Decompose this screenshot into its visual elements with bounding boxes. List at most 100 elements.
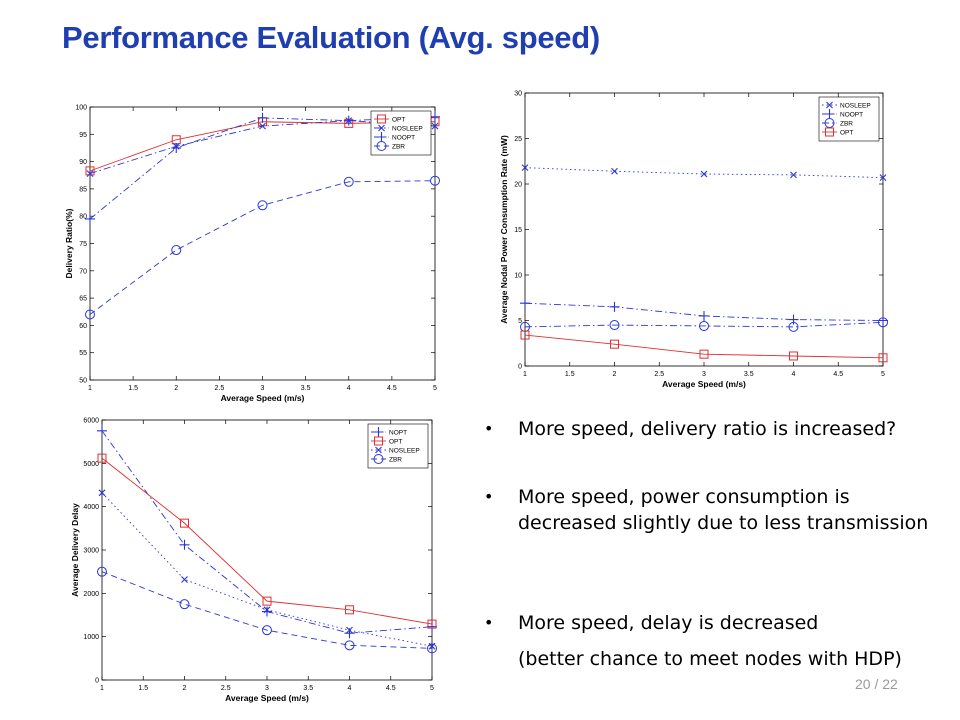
legend-marker	[373, 427, 384, 437]
legend-marker	[377, 114, 386, 124]
bullet-dot-icon: •	[484, 419, 494, 438]
data-point	[259, 122, 266, 130]
delivery-ratio-plot: 1 1.5 2 2.5 3 3.5 4 4.5 5 50 55 60 65 70 75 80 85 90 95 100…	[64, 105, 440, 403]
x-tick-label: 5	[881, 371, 885, 378]
data-point	[431, 122, 439, 130]
x-tick-label: 3.5	[303, 685, 313, 692]
legend-label: NOSLEEP	[840, 103, 871, 110]
legend-marker	[824, 109, 835, 119]
legend-label: NOSLEEP	[392, 126, 423, 133]
y-tick-label: 50	[79, 378, 87, 385]
series-line	[89, 180, 436, 315]
y-tick-label: 70	[79, 268, 87, 275]
data-point	[609, 301, 620, 312]
x-tick-label: 4	[792, 371, 796, 378]
y-tick-label: 55	[79, 350, 87, 357]
legend-marker	[375, 446, 382, 454]
data-point	[171, 245, 182, 256]
legend-marker	[378, 124, 385, 132]
y-tick-label: 1000	[83, 634, 99, 641]
y-tick-label: 4000	[83, 504, 99, 511]
y-tick-label: 0	[95, 678, 99, 685]
legend-label: ZBR	[392, 144, 405, 151]
data-point	[700, 170, 708, 178]
data-point	[878, 317, 888, 328]
y-axis-label: Average Delivery Delay	[70, 503, 80, 597]
data-point	[879, 174, 887, 182]
x-tick-label: 3	[265, 685, 269, 692]
x-tick-label: 4.5	[833, 371, 843, 378]
delivery-ratio-chart: 1 1.5 2 2.5 3 3.5 4 4.5 5 50 55 60 65 70 75 80 85 90 95 100…	[55, 95, 470, 410]
data-point	[85, 309, 95, 320]
legend-label: NOSLEEP	[389, 448, 420, 455]
data-point	[520, 298, 530, 309]
data-point	[98, 489, 106, 497]
y-tick-label: 6000	[83, 418, 99, 425]
page-title: Performance Evaluation (Avg. speed)	[62, 20, 600, 55]
power-consumption-chart: 1 1.5 2 2.5 3 3.5 4 4.5 5 0 5 10 15 20 25 30 Average Spe…	[495, 85, 900, 395]
data-point	[699, 320, 709, 331]
y-tick-label: 3000	[83, 548, 99, 555]
data-point	[171, 142, 182, 153]
y-tick-label: 60	[79, 323, 87, 330]
x-tick-label: 4.5	[386, 685, 396, 692]
y-tick-label: 5	[518, 318, 522, 325]
x-tick-label: 2.5	[654, 371, 664, 378]
y-tick-label: 5000	[83, 461, 99, 468]
data-point	[610, 339, 619, 349]
series-line	[524, 321, 884, 328]
x-tick-label: 1	[523, 371, 527, 378]
data-point	[344, 640, 355, 651]
x-tick-label: 1.5	[138, 685, 148, 692]
y-tick-label: 2000	[83, 591, 99, 598]
x-tick-label: 5	[433, 385, 437, 392]
x-tick-label: 4	[347, 385, 351, 392]
data-point	[699, 349, 709, 359]
legend-marker	[373, 454, 384, 464]
data-point	[699, 310, 709, 321]
legend-label: ZBR	[389, 457, 402, 464]
data-point	[609, 320, 620, 331]
x-tick-label: 2	[174, 385, 178, 392]
bullet-text: More speed, delivery ratio is increased?	[518, 418, 897, 440]
legend-marker	[376, 132, 387, 142]
data-point	[611, 167, 618, 175]
legend-label: OPT	[392, 117, 405, 124]
data-point	[85, 166, 95, 176]
delivery-delay-plot: 1 1.5 2 2.5 3 3.5 4 4.5 5 0 1000 2000 3000 4000 5000 60…	[70, 418, 437, 703]
data-point	[788, 314, 799, 325]
y-tick-label: 30	[514, 91, 522, 98]
y-tick-label: 10	[514, 273, 522, 280]
data-point	[257, 112, 268, 123]
data-point	[427, 643, 437, 654]
x-tick-label: 3	[702, 371, 706, 378]
data-point	[262, 606, 272, 617]
series-line	[524, 167, 884, 179]
data-point	[430, 175, 440, 186]
x-tick-label: 2	[613, 371, 617, 378]
data-point	[520, 330, 530, 340]
y-tick-label: 90	[79, 159, 87, 166]
y-axis-label: Delivery Ratio(%)	[64, 208, 74, 278]
legend-label: NOPT	[389, 430, 407, 437]
data-point	[343, 176, 354, 187]
data-point	[179, 539, 190, 550]
data-point	[85, 213, 95, 224]
bullet-text: More speed, delay is decreased	[518, 612, 819, 634]
x-tick-label: 5	[430, 685, 434, 692]
data-point	[97, 453, 107, 463]
legend-label: OPT	[389, 439, 402, 446]
x-tick-label: 2	[183, 685, 187, 692]
y-tick-label: 25	[514, 136, 522, 143]
bullet-text: (better chance to meet nodes with HDP)	[518, 648, 902, 670]
data-point	[790, 171, 797, 179]
data-point	[346, 626, 353, 634]
x-tick-label: 1.5	[128, 385, 138, 392]
data-point	[427, 619, 437, 629]
x-tick-label: 2.5	[221, 685, 231, 692]
x-tick-label: 3.5	[301, 385, 311, 392]
x-axis-label: Average Speed (m/s)	[225, 693, 309, 703]
x-tick-label: 1.5	[565, 371, 575, 378]
y-tick-label: 65	[79, 296, 87, 303]
y-tick-label: 15	[514, 227, 522, 234]
